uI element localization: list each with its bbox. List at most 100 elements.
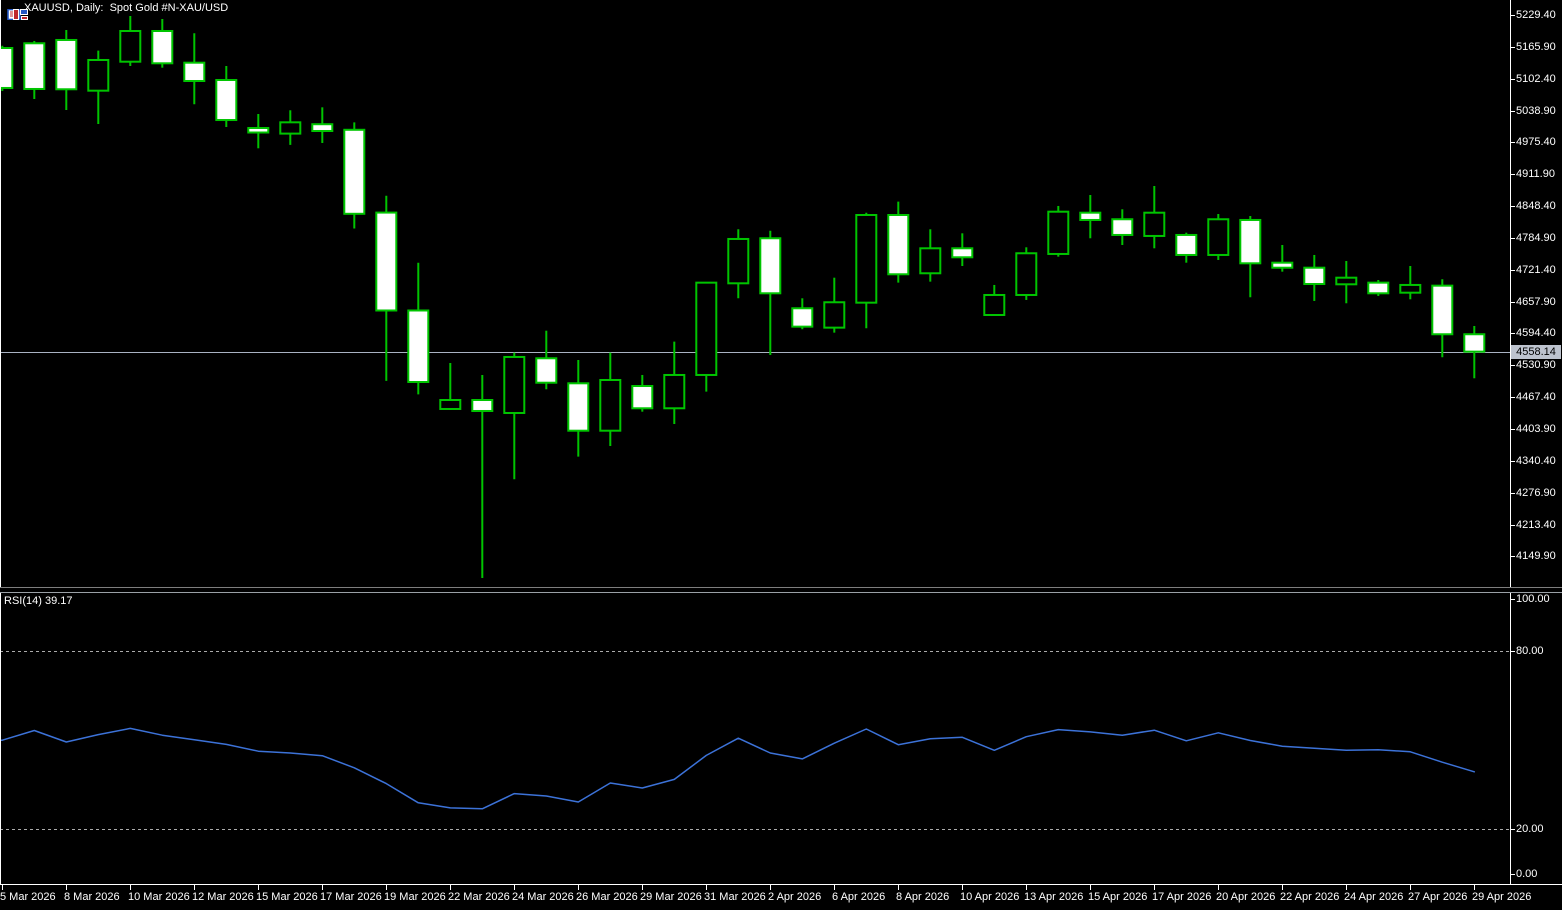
candle-body	[983, 293, 1006, 316]
date-label: 2 Apr 2026	[768, 891, 822, 903]
candle-body	[247, 126, 270, 134]
time-axis-tick	[66, 885, 67, 890]
candle-body	[919, 247, 942, 275]
time-axis-tick	[514, 885, 515, 890]
time-axis-tick	[450, 885, 451, 890]
candle-body	[119, 29, 142, 63]
price-axis-label: 4213.40	[1516, 519, 1556, 531]
price-axis-label: 4403.90	[1516, 423, 1556, 435]
rsi-axis-label: 0.00	[1516, 868, 1538, 880]
date-label: 24 Apr 2026	[1344, 891, 1404, 903]
candle-body	[407, 309, 430, 384]
candle-body	[1431, 284, 1454, 336]
time-axis-tick	[1410, 885, 1411, 890]
price-axis-label: 4784.90	[1516, 232, 1556, 244]
price-axis-tick	[1510, 15, 1515, 16]
date-label: 13 Apr 2026	[1024, 891, 1084, 903]
price-axis-tick	[1510, 461, 1515, 462]
candle-body	[567, 382, 590, 432]
time-axis-tick	[322, 885, 323, 890]
candle-body	[471, 399, 494, 412]
time-axis-tick	[1090, 885, 1091, 890]
date-label: 29 Mar 2026	[640, 891, 702, 903]
date-label: 20 Apr 2026	[1216, 891, 1276, 903]
time-axis-tick	[194, 885, 195, 890]
candle-body	[0, 46, 14, 89]
price-axis-tick	[1510, 111, 1515, 112]
candle-body	[375, 211, 398, 312]
rsi-axis-tick	[1510, 829, 1515, 830]
chart-left-border	[0, 0, 1, 884]
price-axis-label: 4848.40	[1516, 200, 1556, 212]
rsi-indicator-pane[interactable]	[0, 592, 1510, 884]
price-axis-tick	[1510, 302, 1515, 303]
time-axis-tick	[1026, 885, 1027, 890]
price-axis-label: 5229.40	[1516, 9, 1556, 21]
candle-body	[183, 61, 206, 82]
date-label: 31 Mar 2026	[704, 891, 766, 903]
candle-body	[535, 357, 558, 384]
chart-title-bar: XAUUSD, Daily: Spot Gold #N-XAU/USD	[7, 2, 229, 20]
candle-body	[503, 355, 526, 414]
price-axis-tick	[1510, 397, 1515, 398]
time-axis-tick	[130, 885, 131, 890]
time-axis-tick	[1474, 885, 1475, 890]
time-axis-tick	[258, 885, 259, 890]
time-axis-tick	[834, 885, 835, 890]
time-axis-tick	[962, 885, 963, 890]
candle-body	[951, 247, 974, 259]
candle-body	[1463, 333, 1486, 353]
price-axis-tick	[1510, 270, 1515, 271]
price-axis-tick	[1510, 365, 1515, 366]
time-axis-tick	[578, 885, 579, 890]
candle-body	[1271, 261, 1294, 269]
price-axis-label: 4657.90	[1516, 296, 1556, 308]
candle-body	[887, 214, 910, 276]
price-axis-tick	[1510, 206, 1515, 207]
candle-body	[599, 378, 622, 432]
price-axis-label: 4149.90	[1516, 550, 1556, 562]
time-axis-tick	[770, 885, 771, 890]
time-axis-tick	[1154, 885, 1155, 890]
chart-title: XAUUSD, Daily: Spot Gold #N-XAU/USD	[24, 2, 229, 14]
price-axis-tick	[1510, 556, 1515, 557]
date-label: 27 Apr 2026	[1408, 891, 1468, 903]
candle-body	[791, 307, 814, 328]
price-axis-line	[1510, 0, 1511, 884]
price-axis-tick	[1510, 333, 1515, 334]
candle-body	[1335, 276, 1358, 286]
rsi-axis-label: 20.00	[1516, 823, 1544, 835]
price-axis-tick	[1510, 429, 1515, 430]
date-label: 22 Mar 2026	[448, 891, 510, 903]
date-label: 22 Apr 2026	[1280, 891, 1340, 903]
candle-body	[23, 42, 46, 90]
time-axis-tick	[898, 885, 899, 890]
candle-body	[311, 123, 334, 132]
date-label: 19 Mar 2026	[384, 891, 446, 903]
candle-body	[727, 237, 750, 285]
candle-body	[663, 373, 686, 410]
candle-body	[1303, 266, 1326, 286]
candle-body	[279, 121, 302, 135]
candle-body	[631, 385, 654, 410]
date-label: 15 Mar 2026	[256, 891, 318, 903]
price-axis-tick	[1510, 525, 1515, 526]
time-axis-tick	[642, 885, 643, 890]
candle-body	[1015, 252, 1038, 296]
price-axis-tick	[1510, 493, 1515, 494]
price-axis-label: 4721.40	[1516, 264, 1556, 276]
candle-body	[439, 399, 462, 410]
rsi-indicator-label: RSI(14) 39.17	[4, 595, 73, 607]
date-label: 10 Apr 2026	[960, 891, 1020, 903]
main-chart-pane[interactable]	[0, 0, 1510, 587]
rsi-axis-tick	[1510, 651, 1515, 652]
price-axis-tick	[1510, 142, 1515, 143]
date-label: 26 Mar 2026	[576, 891, 638, 903]
rsi-axis-label: 100.00	[1516, 593, 1550, 605]
candle-body	[1175, 233, 1198, 256]
price-axis-label: 4594.40	[1516, 327, 1556, 339]
pane-separator[interactable]	[0, 587, 1562, 593]
date-label: 17 Apr 2026	[1152, 891, 1212, 903]
candle-body	[1207, 218, 1230, 256]
